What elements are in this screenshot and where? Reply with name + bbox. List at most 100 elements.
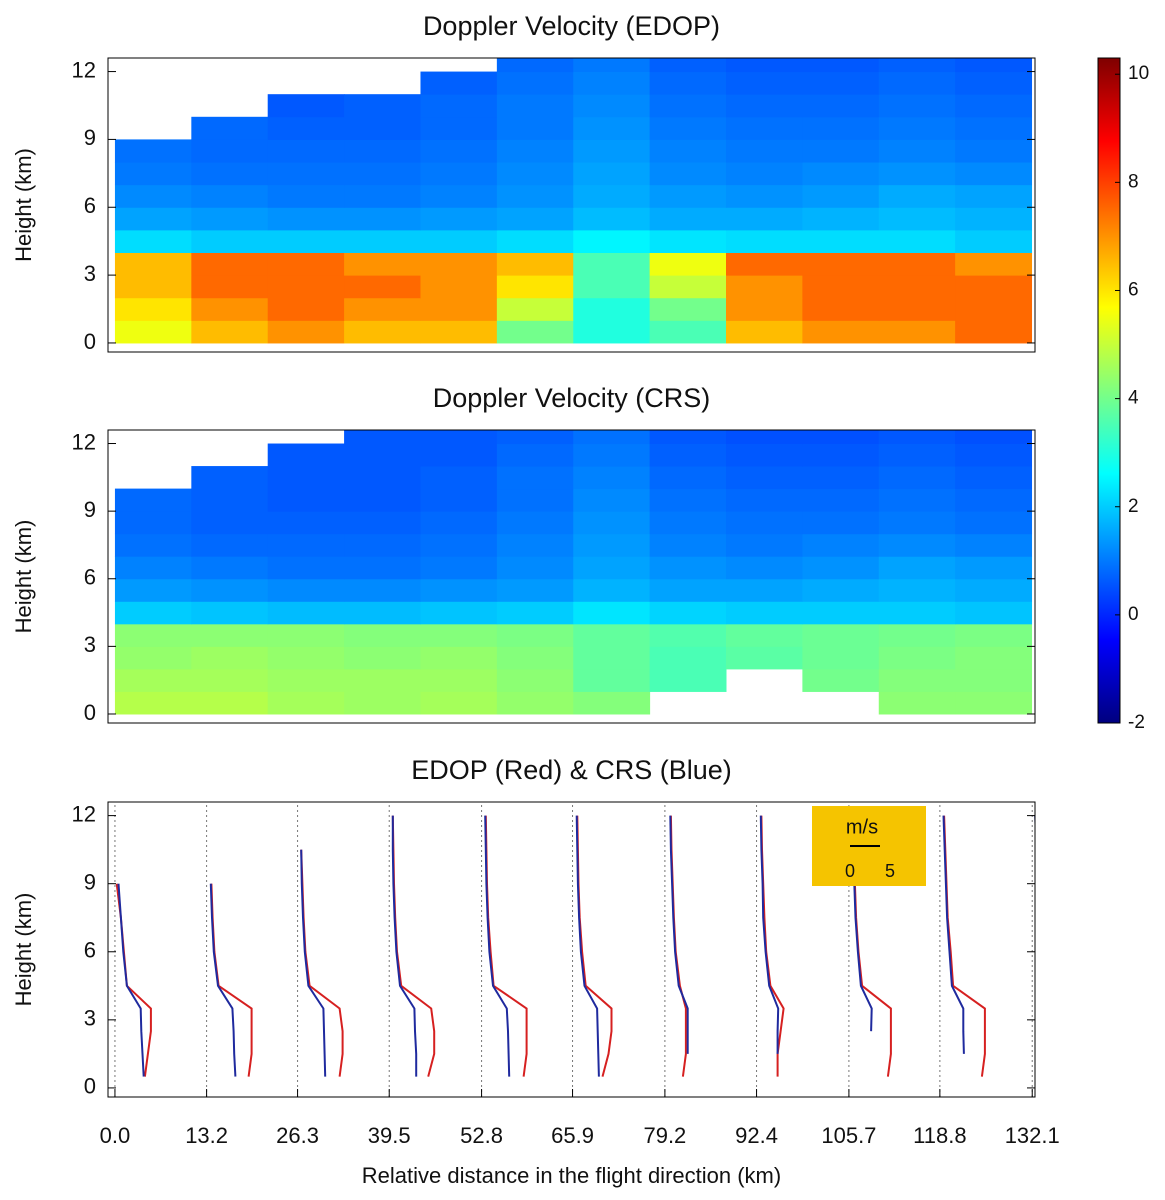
x-tick-label: 0.0 [100, 1123, 131, 1148]
heat-cell [878, 533, 956, 557]
colorbar-tick-label: 8 [1128, 171, 1139, 192]
heat-cell [802, 443, 880, 467]
heat-cell [955, 58, 1033, 73]
heat-cell [802, 162, 880, 186]
profile-line [115, 883, 152, 1077]
heat-cell [726, 252, 803, 276]
heat-cell [420, 297, 498, 321]
heat-cell [267, 556, 345, 580]
heat-cell [726, 58, 803, 73]
heat-cell [114, 252, 192, 276]
heat-cell [726, 623, 803, 647]
heat-cell [114, 578, 192, 602]
heat-cell [420, 556, 498, 580]
heat-cell [955, 691, 1033, 715]
plot-frame [107, 57, 1036, 353]
heat-cell [878, 94, 956, 118]
heat-cell [420, 162, 498, 186]
heat-cell [344, 297, 421, 321]
heat-cell [344, 184, 421, 208]
heat-cell [649, 668, 727, 692]
profile-line [669, 815, 689, 1054]
heat-cell [573, 139, 651, 163]
heat-cell [573, 207, 651, 231]
heat-cell [649, 94, 727, 118]
heat-cell [878, 623, 956, 647]
y-tick-label: 6 [84, 565, 96, 590]
scale-label: m/s [846, 816, 878, 838]
heat-cell [878, 556, 956, 580]
heat-cell [878, 668, 956, 692]
heat-cell [802, 139, 880, 163]
x-tick-label: 39.5 [368, 1123, 411, 1148]
colorbar-tick-label: 2 [1128, 496, 1139, 517]
heat-cell [649, 623, 727, 647]
heat-cell [726, 162, 803, 186]
heat-cell [649, 488, 727, 512]
profile-line [391, 815, 418, 1077]
heat-cell [955, 162, 1033, 186]
heat-cell [802, 466, 880, 490]
heat-cell [191, 320, 269, 344]
heat-cell [267, 252, 345, 276]
panel-title: EDOP (Red) & CRS (Blue) [411, 755, 732, 785]
heat-cell [191, 691, 269, 715]
heat-cell [878, 139, 956, 163]
heat-cell [802, 116, 880, 140]
heat-cell [114, 275, 192, 299]
heat-cell [802, 252, 880, 276]
heat-cell [649, 646, 727, 670]
heat-cell [496, 252, 574, 276]
heat-cell [344, 466, 421, 490]
y-tick-label: 6 [84, 193, 96, 218]
heat-cell [955, 275, 1033, 299]
scale-tick-label: 5 [885, 861, 895, 881]
heat-cell [649, 533, 727, 557]
heat-cell [955, 623, 1033, 647]
colorbar [1097, 57, 1121, 724]
heat-cell [649, 466, 727, 490]
heat-cell [420, 184, 498, 208]
heat-cell [420, 578, 498, 602]
x-axis-label: Relative distance in the flight directio… [362, 1163, 781, 1188]
heat-cell [344, 207, 421, 231]
heat-cell [344, 511, 421, 535]
plot-frame [107, 801, 1036, 1098]
colorbar-tick-label: 6 [1128, 279, 1139, 300]
heat-cell [726, 229, 803, 253]
heat-cell [420, 646, 498, 670]
heat-cell [726, 443, 803, 467]
heat-cell [726, 116, 803, 140]
heat-cell [726, 297, 803, 321]
heat-cell [649, 162, 727, 186]
heat-cell [420, 691, 498, 715]
heat-cell [114, 297, 192, 321]
heat-cell [955, 94, 1033, 118]
heat-cell [267, 184, 345, 208]
heat-cell [344, 229, 421, 253]
heat-cell [344, 623, 421, 647]
heat-cell [573, 297, 651, 321]
heat-cell [496, 275, 574, 299]
heat-cell [649, 578, 727, 602]
heat-cell [191, 646, 269, 670]
heat-cell [496, 207, 574, 231]
heat-cell [267, 578, 345, 602]
heat-cell [802, 320, 880, 344]
heat-cell [191, 207, 269, 231]
heat-cell [344, 691, 421, 715]
heat-cell [114, 320, 192, 344]
heat-cell [267, 297, 345, 321]
heat-cell [420, 623, 498, 647]
x-tick-label: 105.7 [821, 1123, 876, 1148]
y-axis-label: Height (km) [11, 520, 36, 634]
heat-cell [114, 488, 192, 512]
heat-cell [955, 556, 1033, 580]
heat-cell [114, 207, 192, 231]
heat-cell [267, 623, 345, 647]
x-tick-label: 13.2 [185, 1123, 228, 1148]
heat-cell [496, 578, 574, 602]
heat-cell [496, 668, 574, 692]
heat-cell [191, 488, 269, 512]
heat-cell [420, 443, 498, 467]
